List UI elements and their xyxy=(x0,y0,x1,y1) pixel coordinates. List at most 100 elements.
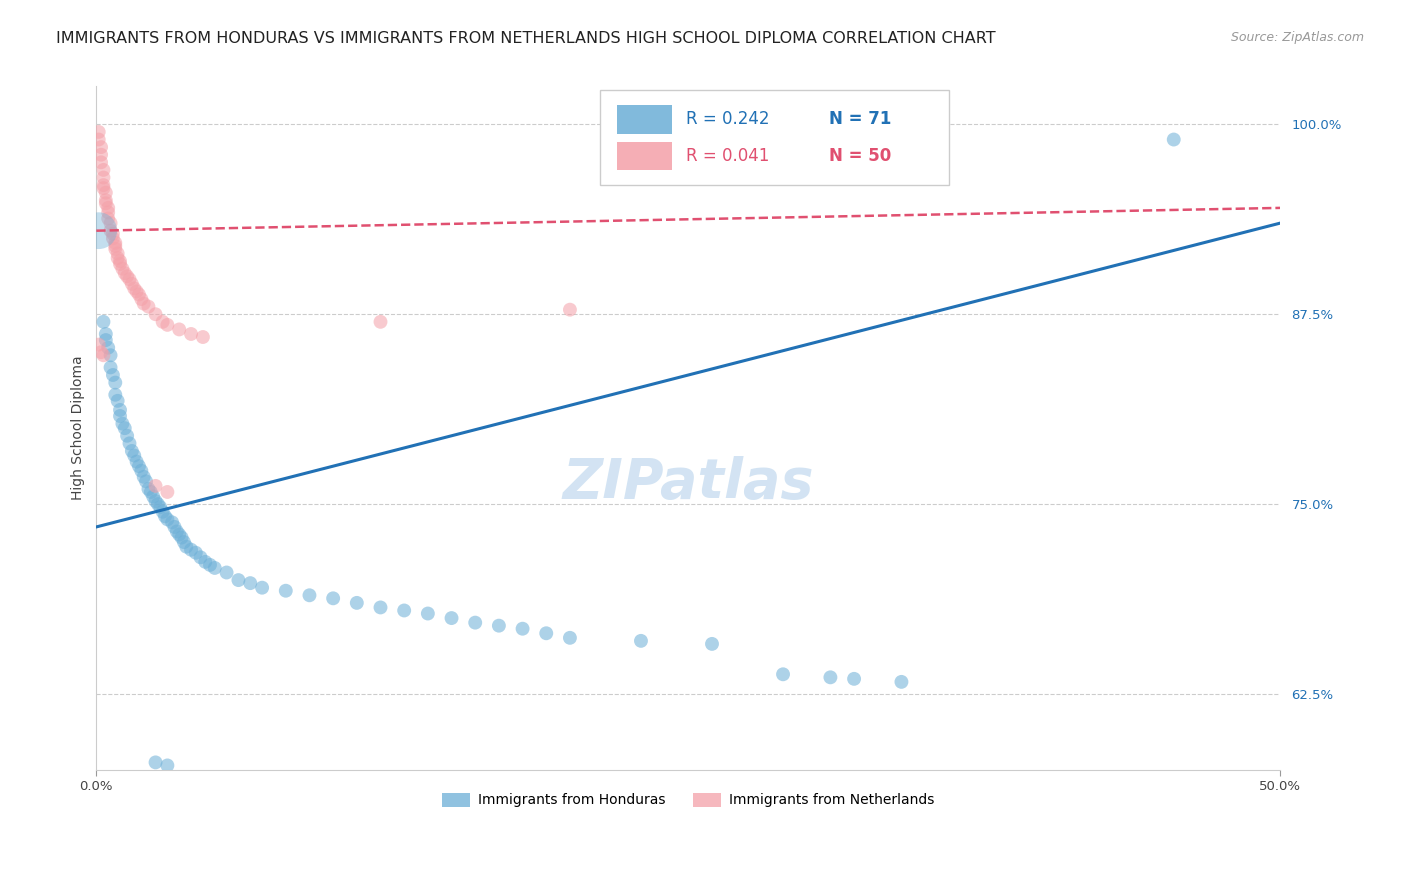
Point xyxy=(191,330,214,344)
Point xyxy=(842,672,865,686)
Point xyxy=(153,509,176,524)
Point xyxy=(145,494,167,508)
Point xyxy=(370,315,392,329)
Point xyxy=(122,449,145,463)
Point xyxy=(93,170,115,185)
Point xyxy=(176,540,198,554)
Point xyxy=(93,162,115,177)
Point xyxy=(488,618,510,632)
Point xyxy=(87,224,110,238)
Text: N = 50: N = 50 xyxy=(830,147,891,165)
Point xyxy=(131,292,153,306)
Point xyxy=(94,186,117,200)
Point xyxy=(108,257,131,271)
Point xyxy=(104,239,127,253)
Text: Source: ZipAtlas.com: Source: ZipAtlas.com xyxy=(1230,31,1364,45)
Point xyxy=(322,591,344,606)
Y-axis label: High School Diploma: High School Diploma xyxy=(72,356,86,500)
Point xyxy=(131,464,153,478)
Point xyxy=(630,633,652,648)
Point xyxy=(100,348,122,362)
Point xyxy=(118,436,141,450)
Point xyxy=(346,596,368,610)
Point xyxy=(138,482,160,496)
Point xyxy=(392,603,415,617)
Point xyxy=(93,348,115,362)
Point xyxy=(107,393,129,408)
Point xyxy=(132,296,155,310)
Point xyxy=(115,429,138,443)
Point xyxy=(97,211,120,226)
Point xyxy=(125,454,148,468)
Point xyxy=(128,459,150,474)
Text: R = 0.242: R = 0.242 xyxy=(686,111,769,128)
Point xyxy=(464,615,486,630)
Point xyxy=(107,246,129,260)
Point xyxy=(121,444,143,458)
Point xyxy=(167,527,190,541)
Point xyxy=(184,546,207,560)
Point xyxy=(156,512,179,526)
Point xyxy=(239,576,262,591)
Point xyxy=(700,637,723,651)
Point xyxy=(135,475,157,489)
Point xyxy=(198,558,221,572)
Point xyxy=(558,302,581,317)
Point xyxy=(149,500,172,515)
Point xyxy=(97,341,120,355)
Point xyxy=(114,266,136,280)
Point xyxy=(167,322,190,336)
Point xyxy=(128,287,150,301)
Point xyxy=(156,758,179,772)
Point xyxy=(87,125,110,139)
Point xyxy=(194,555,217,569)
Point xyxy=(115,269,138,284)
Point xyxy=(156,318,179,332)
Point xyxy=(101,368,124,382)
Point xyxy=(160,516,183,530)
Point xyxy=(93,181,115,195)
Point xyxy=(204,561,226,575)
Point xyxy=(101,231,124,245)
Point xyxy=(890,674,912,689)
Point xyxy=(250,581,273,595)
Point xyxy=(108,254,131,268)
Point xyxy=(180,326,202,341)
Text: R = 0.041: R = 0.041 xyxy=(686,147,769,165)
Point xyxy=(108,409,131,423)
Point xyxy=(122,281,145,295)
Point xyxy=(298,588,321,602)
Point xyxy=(114,421,136,435)
Point xyxy=(94,326,117,341)
Point xyxy=(145,756,167,770)
Point xyxy=(97,201,120,215)
Point xyxy=(440,611,463,625)
Point xyxy=(118,272,141,286)
Point xyxy=(512,622,534,636)
Point xyxy=(416,607,439,621)
Point xyxy=(90,155,112,169)
Point xyxy=(121,277,143,291)
Point xyxy=(100,360,122,375)
Point xyxy=(104,376,127,390)
FancyBboxPatch shape xyxy=(617,142,672,170)
Point xyxy=(108,403,131,417)
Point xyxy=(104,242,127,256)
Point xyxy=(370,600,392,615)
Text: ZIPatlas: ZIPatlas xyxy=(562,456,814,510)
Point xyxy=(90,140,112,154)
Point xyxy=(87,132,110,146)
Point xyxy=(152,315,174,329)
Point xyxy=(87,337,110,351)
Point xyxy=(145,479,167,493)
Text: N = 71: N = 71 xyxy=(830,111,891,128)
Point xyxy=(111,417,134,431)
Point xyxy=(152,505,174,519)
Point xyxy=(90,147,112,161)
Point xyxy=(111,261,134,276)
Point xyxy=(180,542,202,557)
Point xyxy=(93,315,115,329)
Point xyxy=(104,388,127,402)
Point xyxy=(104,235,127,250)
Point xyxy=(536,626,558,640)
